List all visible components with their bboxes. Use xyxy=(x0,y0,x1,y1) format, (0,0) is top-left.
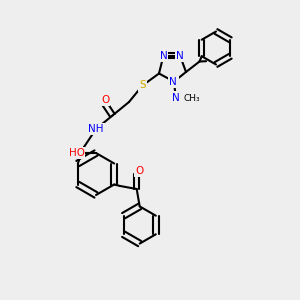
Text: O: O xyxy=(135,166,143,176)
Text: HO: HO xyxy=(68,148,85,158)
Text: CH₃: CH₃ xyxy=(183,94,200,103)
Text: N: N xyxy=(160,50,167,61)
Text: N: N xyxy=(172,92,179,103)
Text: N: N xyxy=(169,77,177,87)
Text: S: S xyxy=(139,80,146,91)
Text: NH: NH xyxy=(88,124,104,134)
Text: O: O xyxy=(101,94,109,105)
Text: N: N xyxy=(176,50,184,61)
Text: N: N xyxy=(170,76,178,87)
